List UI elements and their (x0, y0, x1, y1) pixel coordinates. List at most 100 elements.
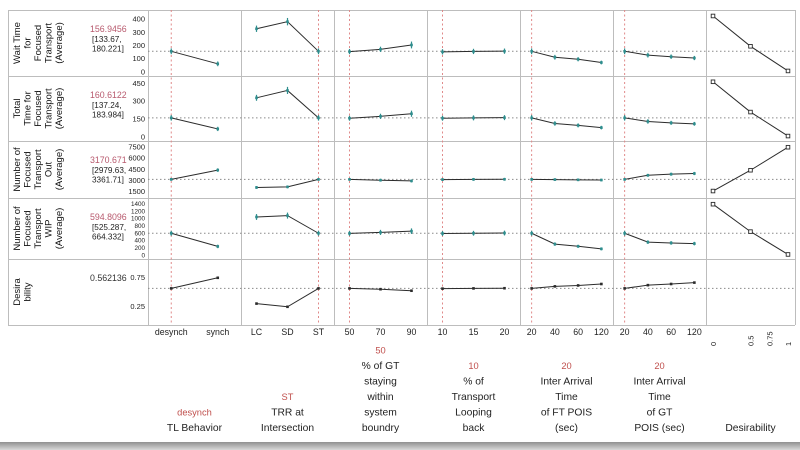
profiler-cell-r2-f4[interactable] (441, 115, 506, 121)
svg-text:synch: synch (206, 327, 229, 337)
factor-label-f6: 20 Inter Arrival Time of GT POIS (sec) (633, 361, 685, 434)
profiler-cell-r1-f5[interactable] (530, 48, 603, 65)
svg-text:90: 90 (407, 327, 417, 337)
svg-text:60: 60 (573, 327, 583, 337)
svg-text:3361.71]: 3361.71] (92, 176, 124, 185)
profiler-cell-r2-f1[interactable] (169, 115, 220, 132)
svg-text:0: 0 (709, 342, 718, 346)
response-current-value-r4: 594.8096[525.287,664.332] (90, 212, 127, 242)
profiler-cell-r3-f4[interactable] (441, 177, 506, 182)
svg-text:0.25: 0.25 (130, 302, 145, 311)
response-current-value-r5: 0.562136 (90, 273, 127, 283)
response-current-value-r2: 160.6122[137.24,183.984] (90, 90, 127, 120)
svg-text:Transport: Transport (452, 392, 496, 403)
desirability-curve-r3[interactable] (710, 144, 791, 194)
svg-text:Number of: Number of (12, 206, 23, 251)
svg-text:ST: ST (282, 392, 294, 402)
svg-text:desynch: desynch (155, 327, 188, 337)
svg-text:(Average): (Average) (54, 208, 65, 250)
svg-text:120: 120 (687, 327, 702, 337)
profiler-cell-r1-f6[interactable] (623, 48, 696, 61)
svg-text:20: 20 (500, 327, 510, 337)
svg-text:of FT POIS: of FT POIS (541, 408, 592, 419)
factor-label-f5: 20 Inter Arrival Time of FT POIS (sec) (540, 361, 592, 434)
svg-text:TRR at: TRR at (271, 408, 304, 419)
profiler-cell-r3-f3[interactable] (348, 177, 413, 183)
svg-text:0.75: 0.75 (130, 273, 145, 282)
svg-text:Focused: Focused (33, 90, 44, 126)
profiler-cell-r3-f2[interactable] (255, 177, 320, 189)
svg-text:200: 200 (134, 245, 145, 252)
svg-text:0.562136: 0.562136 (90, 273, 127, 283)
svg-text:10: 10 (438, 327, 448, 337)
y-axis-ticks-r5: 0.25 0.75 (130, 273, 145, 311)
profiler-cell-r2-f2[interactable] (255, 86, 320, 121)
svg-text:ST: ST (313, 327, 325, 337)
svg-text:6000: 6000 (128, 154, 145, 163)
svg-text:160.6122: 160.6122 (90, 90, 127, 100)
profiler-cell-r4-f5[interactable] (530, 230, 603, 251)
profiler-cell-r5-f6[interactable] (623, 281, 696, 290)
profiler-cell-r1-f3[interactable] (348, 41, 413, 55)
svg-text:0: 0 (141, 252, 145, 259)
svg-text:40: 40 (643, 327, 653, 337)
profiler-cell-r1-f4[interactable] (441, 48, 506, 55)
profiler-cell-r5-f3[interactable] (348, 287, 413, 293)
profiler-cell-r2-f3[interactable] (348, 110, 413, 121)
profiler-cell-r3-f6[interactable] (623, 171, 696, 181)
svg-text:Focused: Focused (23, 151, 34, 187)
profiler-cell-r3-f5[interactable] (530, 177, 603, 182)
svg-text:300: 300 (132, 28, 145, 37)
profiler-cell-r4-f2[interactable] (255, 212, 320, 236)
profiler-cell-r5-f2[interactable] (255, 287, 320, 309)
profiler-cell-r2-f5[interactable] (530, 115, 603, 130)
desirability-curve-r4[interactable] (710, 201, 791, 257)
profiler-cell-r5-f5[interactable] (530, 282, 603, 290)
svg-text:Time: Time (648, 392, 671, 403)
x-axis-ticks-f2: LC SD ST (251, 327, 325, 337)
svg-text:(sec): (sec) (555, 423, 578, 434)
svg-text:0: 0 (141, 132, 145, 141)
x-axis-ticks-f6: 20 40 60 120 (620, 327, 702, 337)
svg-text:Inter Arrival: Inter Arrival (633, 377, 685, 388)
svg-text:3000: 3000 (128, 176, 145, 185)
y-axis-ticks-r1: 0 100 200 300 400 (132, 15, 145, 77)
profiler-cell-r5-f4[interactable] (441, 286, 506, 290)
profiler-cell-r4-f4[interactable] (441, 230, 506, 236)
factor-label-f4: 10 % of Transport Looping back (452, 361, 496, 434)
svg-text:20: 20 (527, 327, 537, 337)
svg-text:10: 10 (468, 361, 478, 371)
svg-text:15: 15 (469, 327, 479, 337)
svg-text:system: system (364, 408, 397, 419)
svg-text:120: 120 (594, 327, 609, 337)
profiler-cell-r5-f1[interactable] (169, 276, 220, 290)
profiler-cell-r4-f3[interactable] (348, 228, 413, 236)
profiler-cell-r1-f2[interactable] (255, 17, 320, 55)
svg-text:POIS (sec): POIS (sec) (634, 423, 684, 434)
desirability-curve-r2[interactable] (710, 79, 791, 139)
svg-text:1500: 1500 (128, 187, 145, 196)
svg-text:Total: Total (12, 98, 23, 118)
x-axis-ticks-f3: 50 70 90 (345, 327, 417, 337)
svg-text:Time for: Time for (23, 91, 34, 125)
svg-text:[2979.63,: [2979.63, (92, 166, 126, 175)
profiler-cell-r4-f1[interactable] (169, 230, 220, 249)
profiler-cell-r3-f1[interactable] (169, 168, 220, 181)
desirability-curve-r1[interactable] (710, 13, 791, 74)
profiler-cell-r2-f6[interactable] (623, 115, 696, 126)
svg-text:Desirability: Desirability (725, 423, 776, 434)
svg-text:0.75: 0.75 (765, 331, 774, 346)
svg-text:800: 800 (134, 223, 145, 230)
profiler-cell-r4-f6[interactable] (623, 230, 696, 246)
grid-lines (8, 10, 796, 326)
svg-text:[133.67,: [133.67, (92, 35, 122, 44)
svg-text:[525.287,: [525.287, (92, 223, 126, 232)
svg-text:600: 600 (134, 230, 145, 237)
profiler-cell-r1-f1[interactable] (169, 48, 220, 67)
svg-text:Intersection: Intersection (261, 423, 315, 434)
svg-text:Transport: Transport (44, 22, 55, 63)
